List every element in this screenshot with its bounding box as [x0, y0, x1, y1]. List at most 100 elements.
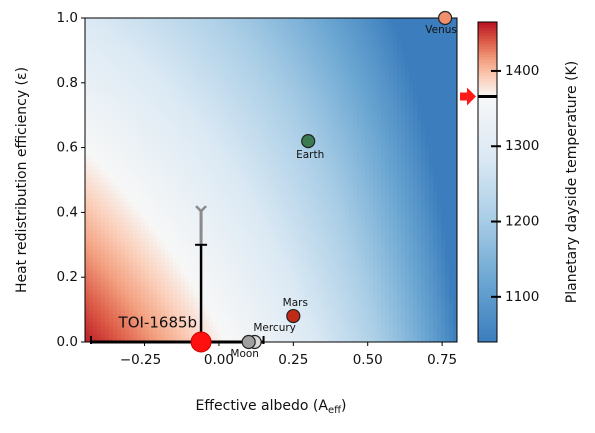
heat-cell: [277, 134, 282, 139]
heat-cell: [201, 82, 206, 87]
heat-cell: [133, 150, 138, 155]
heat-cell: [93, 198, 98, 203]
heat-cell: [217, 162, 222, 167]
heat-cell: [193, 146, 198, 151]
heat-cell: [293, 70, 298, 75]
heat-cell: [89, 242, 94, 247]
heat-cell: [153, 242, 158, 247]
heat-cell: [209, 154, 214, 159]
heat-cell: [97, 250, 102, 255]
heat-cell: [145, 186, 150, 191]
heat-cell: [273, 194, 278, 199]
heat-cell: [121, 34, 126, 39]
heat-cell: [185, 198, 190, 203]
heat-cell: [109, 314, 114, 319]
heat-cell: [257, 166, 262, 171]
heat-cell: [149, 26, 154, 31]
heat-cell: [325, 138, 330, 143]
heat-cell: [297, 66, 302, 71]
heat-cell: [241, 42, 246, 47]
heat-cell: [321, 42, 326, 47]
heat-cell: [201, 158, 206, 163]
heat-cell: [293, 286, 298, 291]
heat-cell: [289, 74, 294, 79]
heat-cell: [185, 226, 190, 231]
heat-cell: [289, 230, 294, 235]
heat-cell: [273, 206, 278, 211]
heat-cell: [301, 238, 306, 243]
heat-cell: [121, 298, 126, 303]
heat-cell: [265, 26, 270, 31]
heat-cell: [189, 74, 194, 79]
heat-cell: [193, 106, 198, 111]
heat-cell: [157, 258, 162, 263]
heat-cell: [229, 46, 234, 51]
heat-cell: [117, 114, 122, 119]
heat-cell: [137, 86, 142, 91]
heat-cell: [301, 222, 306, 227]
heat-cell: [89, 318, 94, 323]
heat-cell: [301, 318, 306, 323]
heat-cell: [325, 150, 330, 155]
heat-cell: [117, 30, 122, 35]
heat-cell: [85, 214, 90, 219]
heat-cell: [217, 154, 222, 159]
heat-cell: [277, 202, 282, 207]
heat-cell: [213, 266, 218, 271]
heat-cell: [277, 278, 282, 283]
heat-cell: [113, 330, 118, 335]
heat-cell: [321, 246, 326, 251]
heat-cell: [233, 134, 238, 139]
heat-cell: [317, 278, 322, 283]
heat-cell: [213, 74, 218, 79]
heat-cell: [221, 162, 226, 167]
heat-cell: [241, 170, 246, 175]
heat-cell: [121, 178, 126, 183]
heat-cell: [277, 266, 282, 271]
heat-cell: [301, 62, 306, 67]
heat-cell: [329, 30, 334, 35]
heat-cell: [289, 58, 294, 63]
heat-cell: [173, 58, 178, 63]
heat-cell: [285, 54, 290, 59]
heat-cell: [229, 202, 234, 207]
heat-cell: [265, 42, 270, 47]
heat-cell: [329, 146, 334, 151]
heat-cell: [321, 254, 326, 259]
heat-cell: [189, 242, 194, 247]
heat-cell: [217, 118, 222, 123]
heat-cell: [105, 162, 110, 167]
heat-cell: [201, 106, 206, 111]
heat-cell: [149, 222, 154, 227]
heat-cell: [209, 142, 214, 147]
heat-cell: [165, 22, 170, 27]
heat-cell: [173, 38, 178, 43]
heat-cell: [249, 286, 254, 291]
heat-cell: [97, 242, 102, 247]
heat-cell: [281, 38, 286, 43]
heat-cell: [141, 110, 146, 115]
heat-cell: [169, 262, 174, 267]
heat-cell: [317, 178, 322, 183]
heat-cell: [149, 62, 154, 67]
heat-cell: [189, 142, 194, 147]
heat-cell: [233, 302, 238, 307]
heat-cell: [117, 166, 122, 171]
heat-cell: [309, 86, 314, 91]
heat-cell: [189, 170, 194, 175]
heat-cell: [109, 258, 114, 263]
heat-cell: [277, 30, 282, 35]
heat-cell: [169, 78, 174, 83]
heat-cell: [317, 122, 322, 127]
heat-cell: [129, 222, 134, 227]
heat-cell: [217, 34, 222, 39]
heat-cell: [185, 262, 190, 267]
heat-cell: [177, 194, 182, 199]
heat-cell: [281, 178, 286, 183]
heat-cell: [293, 182, 298, 187]
heat-cell: [149, 298, 154, 303]
heat-cell: [101, 50, 106, 55]
heat-cell: [173, 290, 178, 295]
heat-cell: [149, 230, 154, 235]
heat-cell: [305, 38, 310, 43]
